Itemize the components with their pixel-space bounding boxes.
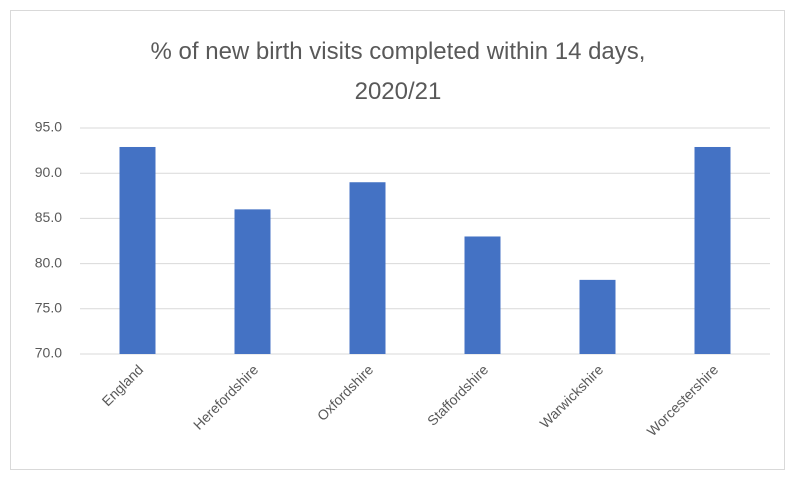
bar [119,146,156,354]
y-tick-label: 85.0 [35,209,62,225]
y-tick-label: 80.0 [35,254,62,270]
y-tick-label: 70.0 [35,345,62,361]
x-tick-label: Worcestershire [644,361,722,439]
bar [464,236,501,354]
x-tick-label: Oxfordshire [314,361,377,424]
x-tick-label: Warwickshire [536,361,606,431]
chart-frame [10,10,785,470]
x-tick-label: Staffordshire [424,361,491,428]
x-tick-label: England [99,361,147,409]
y-tick-label: 90.0 [35,164,62,180]
chart-title: % of new birth visits completed within 1… [150,38,646,105]
bar [694,146,731,354]
y-tick-label: 95.0 [35,119,62,135]
bar [349,182,386,354]
bar [579,279,616,354]
x-tick-label: Herefordshire [190,361,261,432]
bar [234,209,271,354]
y-tick-label: 75.0 [35,300,62,316]
